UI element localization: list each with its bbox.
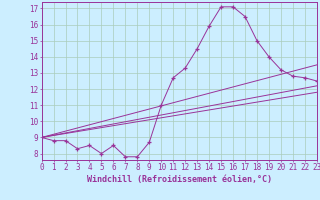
X-axis label: Windchill (Refroidissement éolien,°C): Windchill (Refroidissement éolien,°C) [87,175,272,184]
